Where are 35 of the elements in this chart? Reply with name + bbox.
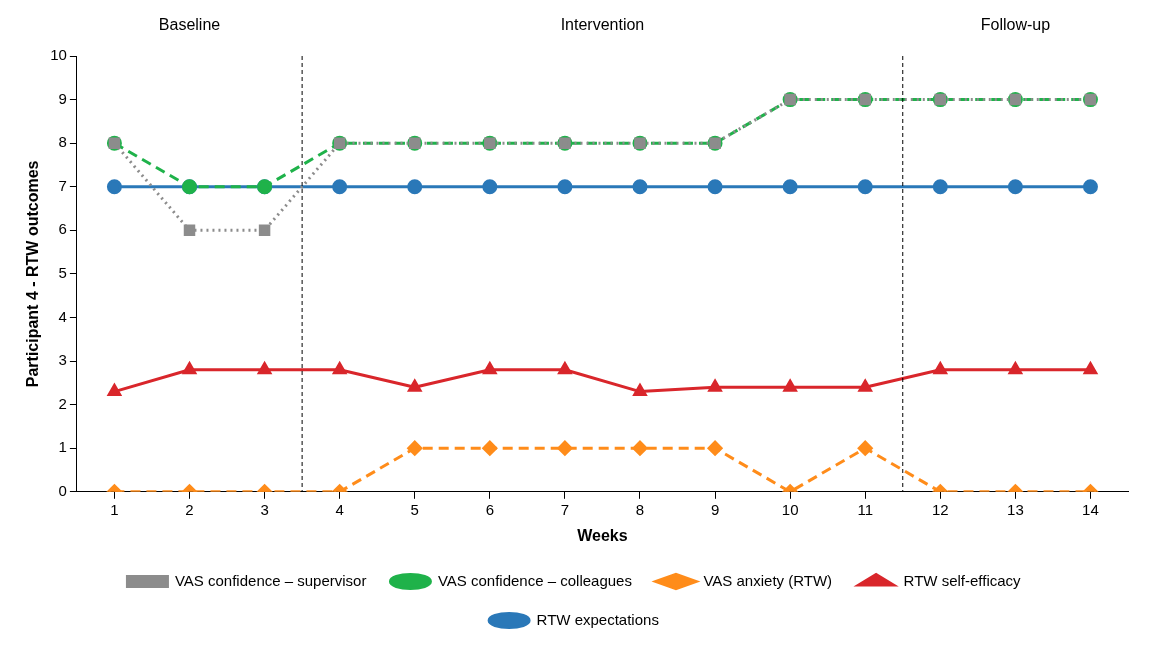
y-tick-label: 4: [58, 307, 67, 325]
x-tick-label: 7: [560, 500, 570, 518]
x-tick-label: 3: [260, 500, 269, 518]
y-tick-label: 8: [58, 133, 67, 151]
y-tick-label: 1: [58, 438, 67, 456]
x-tick-label: 13: [1007, 500, 1024, 518]
y-tick-label: 2: [58, 394, 67, 412]
y-tick-label: 9: [58, 89, 67, 107]
text: Follow-up: [980, 16, 1051, 34]
x-tick-label: 12: [931, 500, 949, 518]
y-tick-label: 0: [58, 481, 67, 499]
text: Baseline: [158, 16, 221, 34]
x-tick-label: 4: [335, 500, 344, 518]
x-axis-title: Weeks: [577, 526, 628, 544]
legend-label: VAS confidence – colleagues: [437, 571, 632, 589]
x-tick-label: 2: [185, 500, 194, 518]
legend-label: VAS anxiety (RTW): [703, 571, 833, 589]
y-tick-label: 5: [58, 264, 67, 282]
legend-label: RTW self-efficacy: [903, 571, 1022, 589]
legend-label: VAS confidence – supervisor: [174, 571, 367, 589]
x-tick-label: 10: [781, 500, 799, 518]
x-tick-label: 9: [710, 500, 720, 518]
x-tick-label: 5: [410, 500, 419, 518]
text: Intervention: [560, 16, 645, 34]
y-axis-title: Participant 4 - RTW outcomes: [24, 160, 42, 388]
y-tick-label: 3: [58, 351, 67, 369]
y-tick-label: 7: [58, 176, 67, 194]
x-tick-label: 14: [1082, 500, 1099, 518]
x-tick-label: 8: [635, 500, 645, 518]
y-tick-label: 10: [50, 46, 67, 64]
x-tick-label: 1: [110, 500, 119, 518]
legend-label: RTW expectations: [536, 610, 659, 628]
y-tick-label: 6: [58, 220, 67, 238]
x-tick-label: 11: [857, 500, 874, 518]
x-tick-label: 6: [485, 500, 494, 518]
